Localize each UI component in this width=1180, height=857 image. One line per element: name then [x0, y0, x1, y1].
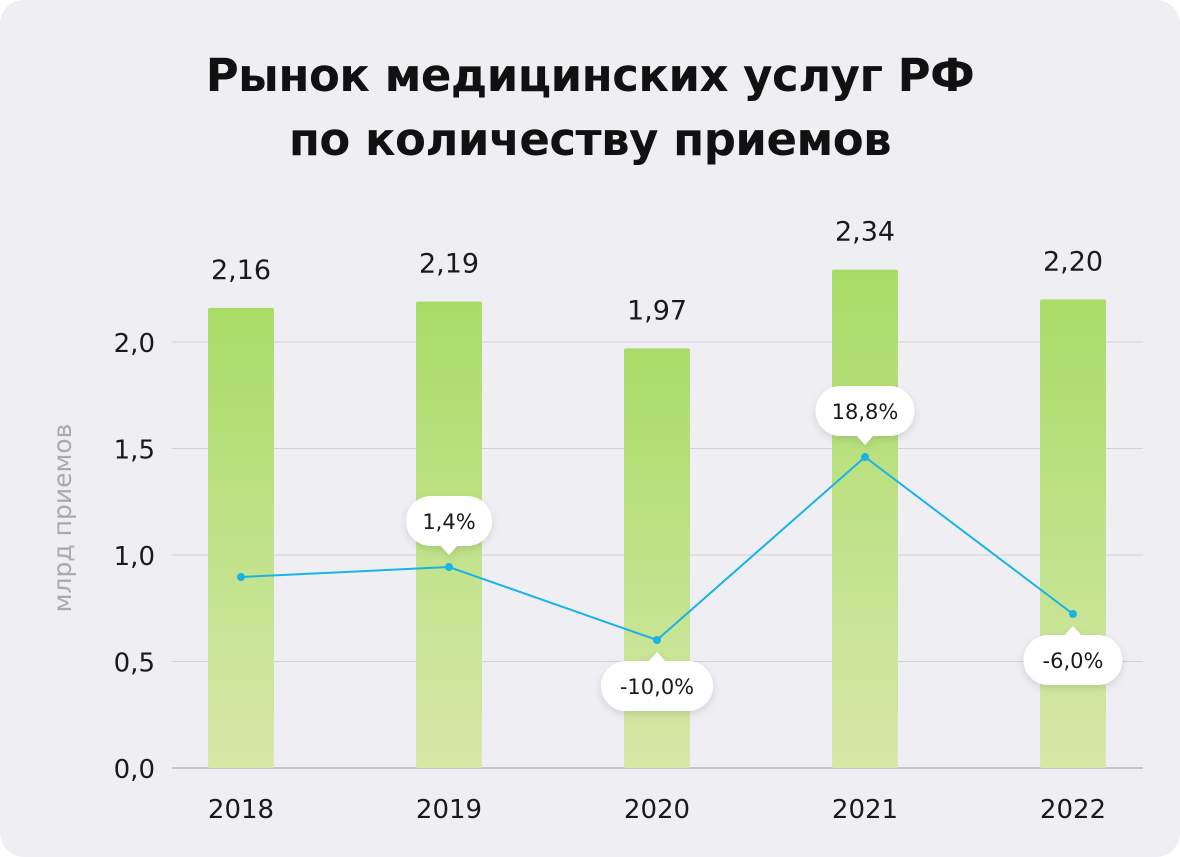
x-tick-label: 2021 [832, 795, 898, 825]
growth-callout [815, 386, 915, 445]
growth-callout-layer: 1,4% -10,0% 18,8% -6,0% [406, 386, 1123, 711]
callout-box [601, 661, 713, 711]
y-tick-label: 0,0 [114, 755, 155, 785]
y-tick-label: 0,5 [114, 649, 155, 679]
growth-callout [601, 652, 713, 711]
y-tick-label: 1,0 [114, 542, 155, 572]
bar-value-label: 1,97 [627, 295, 687, 326]
growth-callout [1023, 626, 1123, 685]
growth-percent-label: 18,8% [832, 400, 899, 424]
x-tick-label: 2019 [416, 795, 482, 825]
growth-point [653, 636, 661, 644]
callout-pointer [856, 435, 874, 445]
callout-pointer [440, 545, 458, 555]
bar-value-label: 2,16 [211, 255, 271, 286]
bar [832, 269, 898, 768]
bar-value-label: 2,34 [835, 217, 895, 248]
callout-pointer [648, 652, 666, 662]
growth-point [861, 453, 869, 461]
x-tick-label: 2020 [624, 795, 690, 825]
growth-percent-label: -6,0% [1043, 649, 1104, 673]
bar [1040, 299, 1106, 768]
chart-title-line-1: Рынок медицинских услуг РФ [205, 49, 975, 102]
bar-value-label: 2,19 [419, 249, 479, 280]
x-tick-label: 2022 [1040, 795, 1106, 825]
x-tick-label: 2018 [208, 795, 274, 825]
callout-box [1023, 635, 1123, 685]
growth-callout [406, 496, 492, 555]
growth-line-layer [237, 453, 1077, 644]
y-axis-label: млрд приемов [48, 424, 77, 613]
y-tick-label: 1,5 [114, 436, 155, 466]
growth-point [237, 573, 245, 581]
growth-percent-label: -10,0% [620, 675, 694, 699]
bar-value-label: 2,20 [1043, 246, 1103, 277]
callout-pointer [1064, 626, 1082, 636]
callout-box [815, 386, 915, 436]
growth-percent-label: 1,4% [422, 510, 475, 534]
growth-point [445, 563, 453, 571]
bar [208, 307, 274, 768]
y-tick-label: 2,0 [114, 329, 155, 359]
axis-layer: 0,0 0,5 1,0 1,5 2,0 2,16 2018 2,19 2019 1,97 2020 2… [114, 217, 1106, 825]
growth-point [1069, 610, 1077, 618]
callout-box [406, 496, 492, 546]
chart-title-line-2: по количеству приемов [288, 113, 892, 166]
chart-title: Рынок медицинских услуг РФ по количеству… [0, 44, 1180, 172]
